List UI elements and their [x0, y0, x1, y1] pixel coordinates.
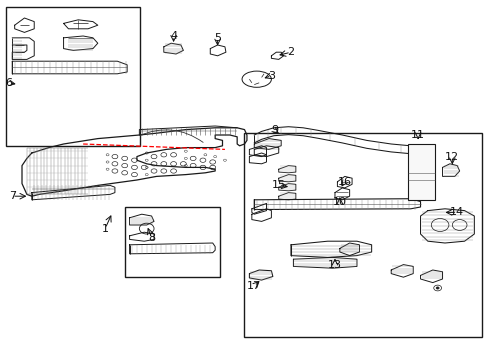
Text: 6: 6 [5, 78, 12, 88]
Text: 9: 9 [271, 125, 278, 135]
Bar [244, 133, 481, 337]
Text: 13: 13 [327, 260, 341, 270]
Text: 15: 15 [271, 180, 285, 190]
Text: 16: 16 [337, 177, 351, 187]
Text: 5: 5 [214, 33, 221, 43]
Text: 4: 4 [170, 31, 177, 41]
Text: 12: 12 [445, 152, 458, 162]
Text: 8: 8 [148, 233, 155, 243]
Text: 17: 17 [247, 281, 261, 291]
Circle shape [435, 287, 438, 289]
Text: 1: 1 [102, 224, 108, 234]
Text: 7: 7 [9, 191, 16, 201]
Bar [407, 144, 434, 200]
Text: 14: 14 [449, 207, 463, 217]
Text: 2: 2 [287, 47, 294, 57]
Text: 11: 11 [410, 130, 424, 140]
Bar [124, 207, 220, 277]
Text: 3: 3 [267, 71, 274, 81]
Text: 10: 10 [332, 197, 346, 207]
Bar [6, 7, 140, 146]
